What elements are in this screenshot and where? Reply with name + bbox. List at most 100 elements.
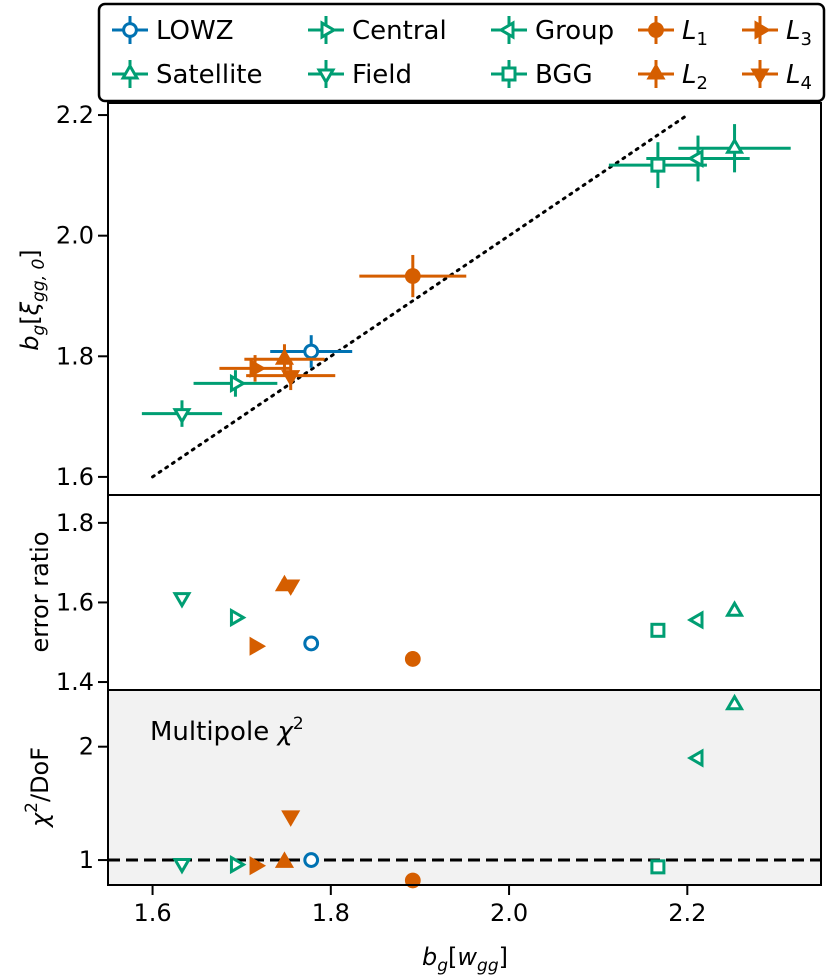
point-error-ratio-central [229, 608, 247, 628]
marker-satellite [724, 137, 745, 154]
x-axis-label: bg[wgg] [422, 943, 508, 976]
marker-lowz [303, 635, 320, 652]
panel-chi2: Multipole χ2 [108, 690, 821, 885]
marker-l4 [281, 810, 301, 827]
marker-l4 [281, 370, 301, 387]
point-bias-l4 [246, 361, 336, 391]
y-axis-label-chi2: χ2/DoF [22, 747, 54, 829]
legend-marker-central [320, 20, 337, 40]
point-chi2-bgg [650, 859, 666, 875]
marker-l2 [274, 851, 295, 868]
panel-bias-ytick-label: 1.8 [56, 342, 94, 370]
point-chi2-field [172, 857, 192, 875]
legend-label-l2: L2 [682, 60, 708, 94]
panel-error-ratio [107, 494, 822, 691]
marker-l3 [249, 358, 267, 378]
marker-central [229, 608, 247, 628]
legend-item-field: Field [308, 60, 412, 90]
point-chi2-l4 [281, 810, 301, 827]
point-error-ratio-satellite [724, 600, 745, 617]
panel-bias-marks: 1.6 1.8 2.0 2.2 [56, 101, 791, 491]
marker-group [687, 610, 704, 630]
legend-label-satellite: Satellite [156, 60, 263, 90]
marker-bgg [650, 157, 666, 173]
legend-item-l4: L4 [742, 60, 812, 94]
legend-item-l3: L3 [742, 16, 812, 50]
point-chi2-l1 [404, 872, 421, 889]
marker-l1 [404, 268, 421, 284]
legend-marker-lowz [122, 22, 138, 38]
point-error-ratio-l4 [281, 579, 301, 596]
point-chi2-central [229, 855, 247, 875]
marker-field [172, 857, 192, 875]
legend-marker-bgg [501, 66, 517, 82]
marker-bgg [650, 859, 666, 875]
panel-chi2-border [107, 689, 822, 886]
marker-l2 [274, 348, 295, 365]
marker-field [172, 408, 192, 425]
legend-label-central: Central [352, 16, 447, 46]
marker-lowz [303, 343, 320, 360]
point-bias-l3 [219, 355, 291, 382]
legend-marker-l1 [648, 22, 664, 38]
marker-satellite [724, 693, 745, 711]
legend-label-lowz: LOWZ [156, 16, 234, 46]
panel-chi2-ytick-label: 1 [79, 846, 94, 874]
panel-bias-ytick-label: 2.0 [56, 222, 94, 250]
one-to-one-line [151, 113, 689, 479]
legend-label-l4: L4 [786, 60, 812, 94]
point-chi2-l2 [274, 851, 295, 868]
point-chi2-l3 [249, 856, 267, 876]
legend-marker-l3 [754, 20, 771, 40]
marker-l1 [404, 651, 421, 667]
point-bias-bgg [608, 142, 707, 189]
point-bias-l1 [359, 254, 467, 298]
panel-error-ratio-ytick-label: 1.8 [56, 509, 94, 537]
panel-error-ratio-ytick-label: 1.6 [56, 588, 94, 616]
point-bias-field [141, 400, 223, 427]
legend-label-l1: L1 [682, 16, 708, 50]
legend-item-l1: L1 [638, 16, 708, 50]
chi2-annotation: Multipole χ2 [150, 714, 304, 747]
legend-marker-l4 [750, 68, 770, 85]
y-axis-label-error-ratio: error ratio [26, 531, 54, 652]
marker-l3 [249, 636, 267, 656]
panel-error-ratio-ytick-label: 1.4 [56, 668, 94, 696]
panel-bias-ytick-label: 1.6 [56, 463, 94, 491]
marker-group [687, 748, 704, 768]
legend-item-lowz: LOWZ [112, 16, 234, 46]
marker-l4 [281, 579, 301, 596]
point-error-ratio-lowz [303, 635, 320, 652]
marker-group [687, 148, 704, 169]
legend-label-l3: L3 [786, 16, 812, 50]
panel-bias-ytick-label: 2.2 [56, 101, 94, 129]
legend-item-satellite: Satellite [112, 60, 263, 90]
point-error-ratio-group [687, 610, 704, 630]
panel-chi2-ytick-label: 2 [79, 733, 94, 761]
panel-error-ratio-border [107, 494, 822, 691]
legend-marker-satellite [120, 63, 140, 80]
point-chi2-lowz [303, 852, 320, 868]
xtick-label: 1.6 [133, 899, 171, 927]
marker-field [172, 592, 192, 609]
legend-marker-field [316, 68, 336, 85]
legend-marker-group [498, 20, 515, 40]
legend-item-l2: L2 [638, 60, 708, 94]
panel-chi2-marks: 1 2 1.6 1.8 2.0 2.2 [79, 693, 821, 927]
panel-error-ratio-frame [107, 494, 822, 691]
point-error-ratio-bgg [650, 622, 666, 638]
marker-lowz [303, 852, 320, 868]
legend-label-bgg: BGG [535, 60, 593, 90]
marker-l1 [404, 872, 421, 889]
point-error-ratio-l1 [404, 651, 421, 667]
point-error-ratio-field [172, 592, 192, 609]
marker-l3 [249, 856, 267, 876]
legend-label-field: Field [352, 60, 412, 90]
panel-error-ratio-marks: 1.4 1.6 1.8 [56, 509, 745, 696]
legend-frame [97, 2, 826, 103]
legend-item-group: Group [491, 16, 614, 46]
marker-central [229, 373, 247, 393]
legend-item-central: Central [308, 16, 447, 46]
legend-item-bgg: BGG [491, 60, 593, 90]
